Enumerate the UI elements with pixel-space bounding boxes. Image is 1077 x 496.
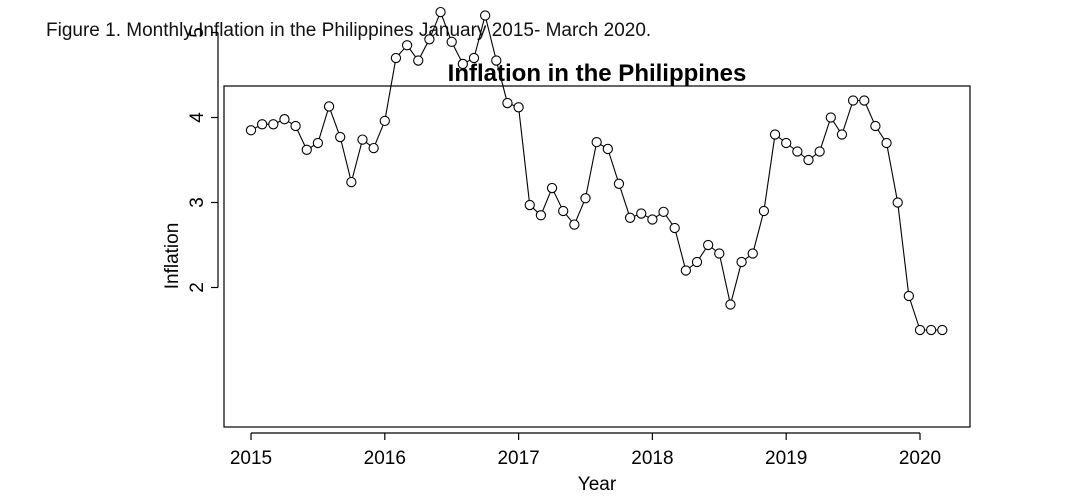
data-point xyxy=(290,120,301,132)
y-axis-label: Inflation xyxy=(162,223,183,290)
x-tick-label: 2016 xyxy=(364,448,406,469)
data-point xyxy=(502,97,513,109)
data-point xyxy=(937,324,948,336)
data-point xyxy=(524,199,535,211)
y-tick-label: 3 xyxy=(187,197,208,208)
data-point xyxy=(881,137,892,149)
data-point xyxy=(859,95,870,106)
y-axis: 2 3 4 5 xyxy=(187,27,219,293)
data-point xyxy=(792,146,803,157)
data-point xyxy=(279,114,290,125)
data-point xyxy=(580,193,591,204)
data-point xyxy=(903,290,914,302)
data-point xyxy=(312,137,324,149)
data-point xyxy=(513,102,524,113)
data-point xyxy=(368,142,379,154)
data-point xyxy=(703,239,714,251)
data-point xyxy=(390,52,402,64)
y-tick-label: 4 xyxy=(187,112,208,123)
data-point xyxy=(636,208,647,219)
data-point xyxy=(569,219,580,230)
x-axis-label: Year xyxy=(578,474,617,495)
x-tick-label: 2017 xyxy=(497,448,539,469)
chart-title: Inflation in the Philippines xyxy=(448,60,747,87)
data-point xyxy=(669,222,680,234)
x-axis: 2015 2016 2017 2018 2019 2020 xyxy=(230,432,941,469)
data-point xyxy=(446,36,457,47)
data-point xyxy=(926,324,937,336)
data-point xyxy=(825,112,836,123)
data-point xyxy=(680,265,691,276)
data-point xyxy=(814,146,825,157)
data-point xyxy=(468,52,480,64)
data-point xyxy=(435,6,446,18)
data-point xyxy=(736,256,747,268)
data-point xyxy=(747,248,758,259)
data-point xyxy=(647,214,658,225)
data-point xyxy=(613,178,625,189)
data-point xyxy=(413,55,424,66)
data-point xyxy=(870,120,881,132)
data-point xyxy=(245,125,257,136)
data-point xyxy=(357,134,368,145)
data-point xyxy=(836,129,848,140)
data-point xyxy=(591,136,602,148)
plot-frame xyxy=(223,85,971,428)
data-point xyxy=(457,58,468,70)
data-point xyxy=(602,143,613,155)
data-point xyxy=(256,119,268,130)
data-point xyxy=(323,101,335,112)
series-layer xyxy=(245,6,948,336)
x-tick-label: 2019 xyxy=(765,448,807,469)
figure-label: Figure 1 xyxy=(46,20,116,41)
data-point xyxy=(379,115,390,127)
data-point xyxy=(535,210,547,221)
figure-caption: Figure 1. Monthly Inflation in the Phili… xyxy=(46,20,651,42)
data-point xyxy=(691,256,703,268)
data-point xyxy=(892,197,903,208)
data-point xyxy=(479,10,491,21)
data-point xyxy=(781,137,792,149)
data-point xyxy=(847,95,859,106)
data-point xyxy=(346,176,357,188)
data-point xyxy=(658,206,669,217)
x-tick-label: 2018 xyxy=(631,448,673,469)
data-point xyxy=(758,205,770,217)
data-point xyxy=(268,119,279,130)
data-point xyxy=(725,299,736,310)
data-point xyxy=(624,212,636,223)
data-point xyxy=(914,324,926,336)
x-tick-label: 2015 xyxy=(230,448,272,469)
data-point xyxy=(424,34,435,45)
data-point xyxy=(803,154,814,166)
data-point xyxy=(546,182,558,194)
figure-caption-text: . Monthly Inflation in the Philippines J… xyxy=(115,20,652,41)
data-point xyxy=(301,144,312,155)
data-point xyxy=(491,55,502,66)
data-point xyxy=(769,129,781,140)
data-point xyxy=(335,131,346,143)
data-point xyxy=(714,248,725,259)
y-tick-label: 5 xyxy=(187,27,208,38)
data-point xyxy=(558,205,569,217)
x-tick-label: 2020 xyxy=(899,448,941,469)
y-tick-label: 2 xyxy=(187,282,208,293)
data-point xyxy=(401,40,413,51)
